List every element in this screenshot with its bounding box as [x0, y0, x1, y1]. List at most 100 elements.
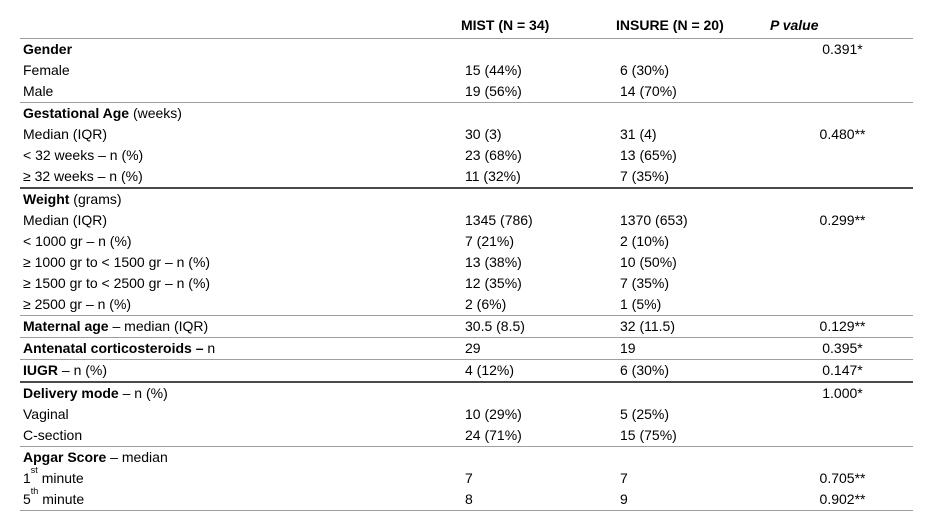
- row-label-cell: Gender: [20, 39, 452, 61]
- p-value-cell: [762, 425, 913, 447]
- table-row: Gestational Age (weeks): [20, 102, 913, 125]
- insure-value-cell: 19: [620, 340, 636, 356]
- row-label-text: Median (IQR): [23, 212, 108, 228]
- p-value-cell: 0.480**: [819, 126, 866, 142]
- row-label-sup: st: [30, 465, 38, 476]
- row-label-cell: Median (IQR): [20, 124, 452, 145]
- row-label-cell: Median (IQR): [20, 210, 452, 231]
- row-label-bold: Gestational Age: [23, 105, 130, 121]
- mist-value-cell: 7 (21%): [465, 233, 515, 249]
- row-label-cell: ≥ 1500 gr to < 2500 gr – n (%): [20, 273, 452, 294]
- mist-value-cell: 7: [465, 470, 473, 486]
- table-row: IUGR – n (%) 4 (12%) 6 (30%) 0.147*: [20, 359, 913, 383]
- row-label-bold: Weight: [23, 191, 70, 207]
- table-row: 1st minute 7 7 0.705**: [20, 465, 913, 489]
- table-row: 5th minute 8 9 0.902**: [20, 486, 913, 511]
- row-label-text: – n (%): [118, 385, 168, 401]
- row-label-text: Male: [23, 83, 54, 99]
- row-label-bold: Maternal age: [23, 318, 109, 334]
- mist-value-cell: 29: [465, 340, 481, 356]
- row-label-cell: ≥ 32 weeks – n (%): [20, 166, 452, 188]
- table-row: Maternal age – median (IQR) 30.5 (8.5) 3…: [20, 315, 913, 338]
- p-value-cell: [762, 81, 913, 103]
- row-label-text: – median: [106, 449, 168, 465]
- p-value-cell: 0.147*: [822, 362, 863, 378]
- row-label-text: C-section: [23, 427, 83, 443]
- table-row: ≥ 32 weeks – n (%) 11 (32%) 7 (35%): [20, 166, 913, 188]
- header-p-value: P value: [770, 17, 819, 33]
- p-value-cell: [762, 145, 913, 166]
- row-label-bold: Delivery mode: [23, 385, 119, 401]
- table-body: Gender 0.391* Female 15 (44%) 6 (30%) Ma…: [20, 39, 913, 511]
- row-label-text: < 32 weeks – n (%): [23, 147, 144, 163]
- table-row: C-section 24 (71%) 15 (75%): [20, 425, 913, 447]
- table-row: Delivery mode – n (%) 1.000*: [20, 382, 913, 404]
- insure-value-cell: 15 (75%): [620, 427, 677, 443]
- insure-value-cell: 7 (35%): [620, 275, 670, 291]
- table-row: < 1000 gr – n (%) 7 (21%) 2 (10%): [20, 231, 913, 252]
- p-value-cell: 0.902**: [819, 491, 866, 507]
- p-value-cell: 1.000*: [822, 385, 863, 401]
- row-label-cell: Gestational Age (weeks): [20, 103, 452, 125]
- row-label-text: 5: [23, 491, 31, 507]
- insure-value-cell: 31 (4): [620, 126, 657, 142]
- row-label-text: n: [203, 340, 216, 356]
- row-label-text: 1: [23, 470, 31, 486]
- header-row: MIST (N = 34) INSURE (N = 20) P value: [20, 7, 913, 39]
- mist-value-cell: 1345 (786): [465, 212, 533, 228]
- insure-value-cell: [607, 188, 762, 210]
- p-value-cell: [762, 273, 913, 294]
- insure-value-cell: 14 (70%): [620, 83, 677, 99]
- mist-value-cell: 30 (3): [465, 126, 502, 142]
- table-row: Median (IQR) 30 (3) 31 (4) 0.480**: [20, 124, 913, 145]
- row-label-text: Female: [23, 62, 70, 78]
- table-row: Female 15 (44%) 6 (30%): [20, 60, 913, 81]
- row-label-cell: Vaginal: [20, 404, 452, 425]
- mist-value-cell: 12 (35%): [465, 275, 522, 291]
- table-row: Weight (grams): [20, 188, 913, 210]
- table-row: Gender 0.391*: [20, 39, 913, 61]
- row-label-cell: C-section: [20, 425, 452, 447]
- p-value-cell: [762, 188, 913, 210]
- insure-value-cell: 1 (5%): [620, 296, 662, 312]
- header-mist-group: MIST (N = 34): [461, 17, 550, 33]
- insure-value-cell: [607, 447, 762, 469]
- baseline-characteristics-page: MIST (N = 34) INSURE (N = 20) P value Ge…: [20, 7, 913, 511]
- insure-value-cell: [607, 39, 762, 61]
- p-value-cell: 0.705**: [819, 470, 866, 486]
- table-row: < 32 weeks – n (%) 23 (68%) 13 (65%): [20, 145, 913, 166]
- table-row: ≥ 1500 gr to < 2500 gr – n (%) 12 (35%) …: [20, 273, 913, 294]
- row-label-text: ≥ 2500 gr – n (%): [23, 296, 132, 312]
- row-label-cell: Delivery mode – n (%): [20, 382, 452, 404]
- row-label-text: Vaginal: [23, 406, 69, 422]
- row-label-text: ≥ 1500 gr to < 2500 gr – n (%): [23, 275, 211, 291]
- table-row: ≥ 1000 gr to < 1500 gr – n (%) 13 (38%) …: [20, 252, 913, 273]
- row-label-cell: ≥ 1000 gr to < 1500 gr – n (%): [20, 252, 452, 273]
- p-value-cell: 0.395*: [822, 340, 863, 356]
- p-value-cell: [762, 252, 913, 273]
- row-label-text: – median (IQR): [108, 318, 209, 334]
- mist-value-cell: [452, 103, 607, 125]
- row-label-text: (grams): [69, 191, 122, 207]
- table-row: Apgar Score – median: [20, 446, 913, 469]
- insure-value-cell: 7 (35%): [620, 168, 670, 184]
- insure-value-cell: 2 (10%): [620, 233, 670, 249]
- table-row: Antenatal corticosteroids – n 29 19 0.39…: [20, 337, 913, 360]
- mist-value-cell: 19 (56%): [465, 83, 522, 99]
- p-value-cell: 0.129**: [819, 318, 866, 334]
- mist-value-cell: 30.5 (8.5): [465, 318, 525, 334]
- mist-value-cell: [452, 188, 607, 210]
- header-insure-group: INSURE (N = 20): [616, 17, 724, 33]
- table-row: Vaginal 10 (29%) 5 (25%): [20, 404, 913, 425]
- row-label-cell: Weight (grams): [20, 188, 452, 210]
- mist-value-cell: 13 (38%): [465, 254, 522, 270]
- row-label-cell: Maternal age – median (IQR): [20, 316, 452, 338]
- insure-value-cell: 6 (30%): [620, 62, 670, 78]
- table-row: ≥ 2500 gr – n (%) 2 (6%) 1 (5%): [20, 294, 913, 316]
- row-label-sup: th: [30, 486, 39, 497]
- row-label-cell: < 1000 gr – n (%): [20, 231, 452, 252]
- insure-value-cell: 10 (50%): [620, 254, 677, 270]
- row-label-after: minute: [37, 470, 84, 486]
- insure-value-cell: 13 (65%): [620, 147, 677, 163]
- row-label-cell: Apgar Score – median: [20, 447, 452, 469]
